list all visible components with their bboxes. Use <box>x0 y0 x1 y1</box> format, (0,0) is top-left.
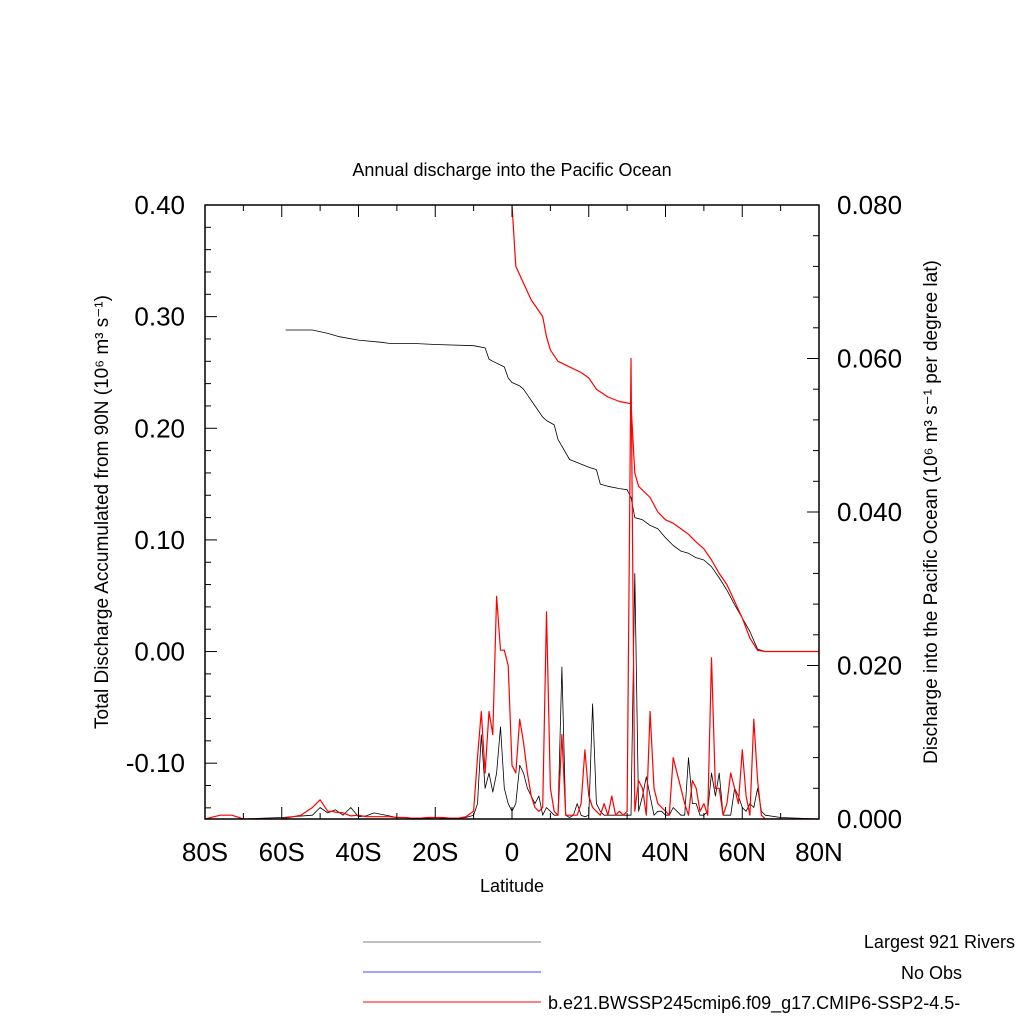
series-line-4-per-degree-right <box>205 357 819 819</box>
x-tick-label: 40N <box>642 837 690 867</box>
y-axis-right-label: Discharge into the Pacific Ocean (10⁶ m³… <box>921 260 942 764</box>
legend-label-1: Largest 921 Rivers <box>864 932 1015 952</box>
x-axis-label: Latitude <box>480 876 544 896</box>
y-left-tick-label: 0.10 <box>134 525 185 555</box>
y-left-tick-label: -0.10 <box>126 748 185 778</box>
y-left-tick-label: 0.20 <box>134 413 185 443</box>
x-tick-label: 0 <box>505 837 519 867</box>
y-axis-left: -0.10 0.00 0.10 0.20 0.30 0.40 <box>126 190 217 809</box>
legend: Largest 921 Rivers No Obs b.e21.BWSSP245… <box>363 932 1015 1014</box>
y-right-tick-label: 0.080 <box>837 190 902 220</box>
x-tick-label: 20N <box>565 837 613 867</box>
x-tick-label: 60S <box>259 837 305 867</box>
y-right-tick-label: 0.060 <box>837 344 902 374</box>
y-axis-right: 0.000 0.020 0.040 0.060 0.080 <box>807 190 902 834</box>
x-tick-label: 60N <box>718 837 766 867</box>
series-line-1-accumulated-left <box>285 329 819 652</box>
chart-title: Annual discharge into the Pacific Ocean <box>352 160 671 180</box>
x-tick-label: 80N <box>795 837 843 867</box>
legend-label-3: b.e21.BWSSP245cmip6.f09_g17.CMIP6-SSP2-4… <box>548 993 960 1014</box>
series-line-3-per-degree-right <box>205 573 819 819</box>
series-line-2-accumulated-left <box>511 205 819 653</box>
y-axis-left-label: Total Discharge Accumulated from 90N (10… <box>92 295 113 729</box>
x-tick-label: 80S <box>182 837 228 867</box>
y-left-tick-label: 0.40 <box>134 190 185 220</box>
y-right-tick-label: 0.020 <box>837 651 902 681</box>
legend-label-2: No Obs <box>901 963 962 983</box>
plot-marks <box>205 205 819 819</box>
x-axis: 80S 60S 40S 20S 0 20N 40N 60N 80N <box>182 205 843 867</box>
plot-frame <box>204 204 820 820</box>
x-tick-label: 40S <box>335 837 381 867</box>
x-tick-label: 20S <box>412 837 458 867</box>
y-left-tick-label: 0.30 <box>134 302 185 332</box>
y-left-tick-label: 0.00 <box>134 637 185 667</box>
y-right-tick-label: 0.040 <box>837 497 902 527</box>
y-right-tick-label: 0.000 <box>837 804 902 834</box>
